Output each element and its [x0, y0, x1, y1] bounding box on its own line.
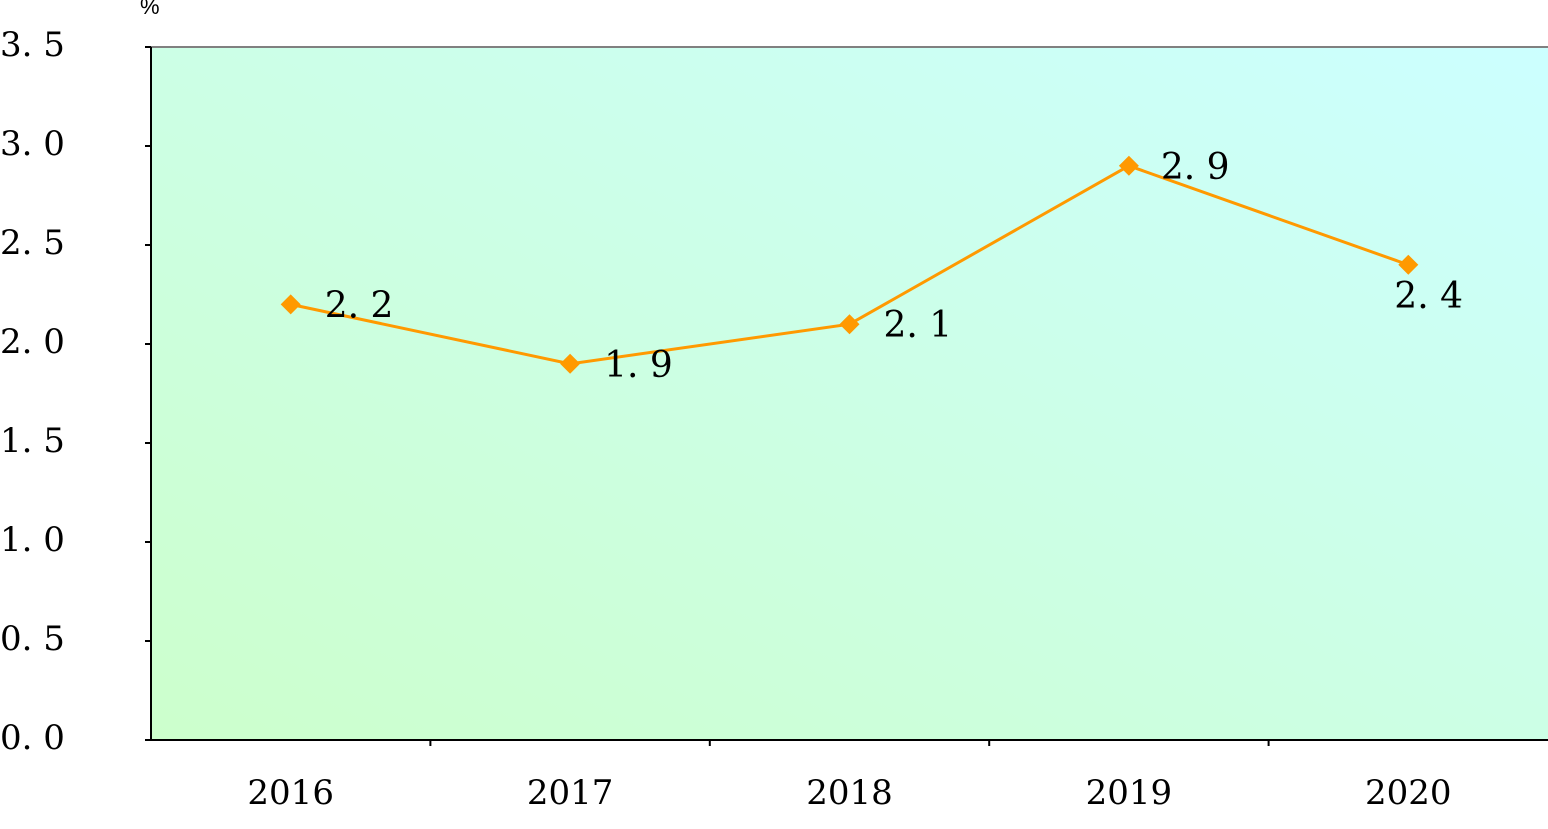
plot-area [151, 47, 1548, 740]
y-tick-label: 0. 0 [0, 718, 65, 758]
x-tick-label: 2017 [527, 773, 614, 813]
x-tick-label: 2016 [247, 773, 334, 813]
y-tick-label: 0. 5 [0, 619, 65, 659]
data-label: 2. 9 [1161, 147, 1230, 188]
marker [280, 294, 301, 315]
data-label: 2. 1 [884, 305, 953, 346]
data-label: 2. 2 [325, 285, 394, 326]
y-tick-label: 3. 0 [0, 124, 65, 164]
marker [839, 314, 860, 335]
x-tick-label: 2019 [1086, 773, 1173, 813]
y-axis-unit: % [140, 0, 160, 19]
y-tick-label: 1. 5 [0, 421, 65, 461]
y-tick-label: 1. 0 [0, 520, 65, 560]
marker [1398, 254, 1419, 275]
x-tick-label: 2020 [1365, 773, 1452, 813]
y-tick-label: 3. 5 [0, 25, 65, 65]
y-tick-label: 2. 0 [0, 322, 65, 362]
data-label: 2. 4 [1394, 276, 1463, 317]
y-tick-label: 2. 5 [0, 223, 65, 263]
x-tick-label: 2018 [806, 773, 893, 813]
marker [560, 353, 581, 374]
data-label: 1. 9 [604, 345, 673, 386]
marker [1118, 155, 1139, 176]
